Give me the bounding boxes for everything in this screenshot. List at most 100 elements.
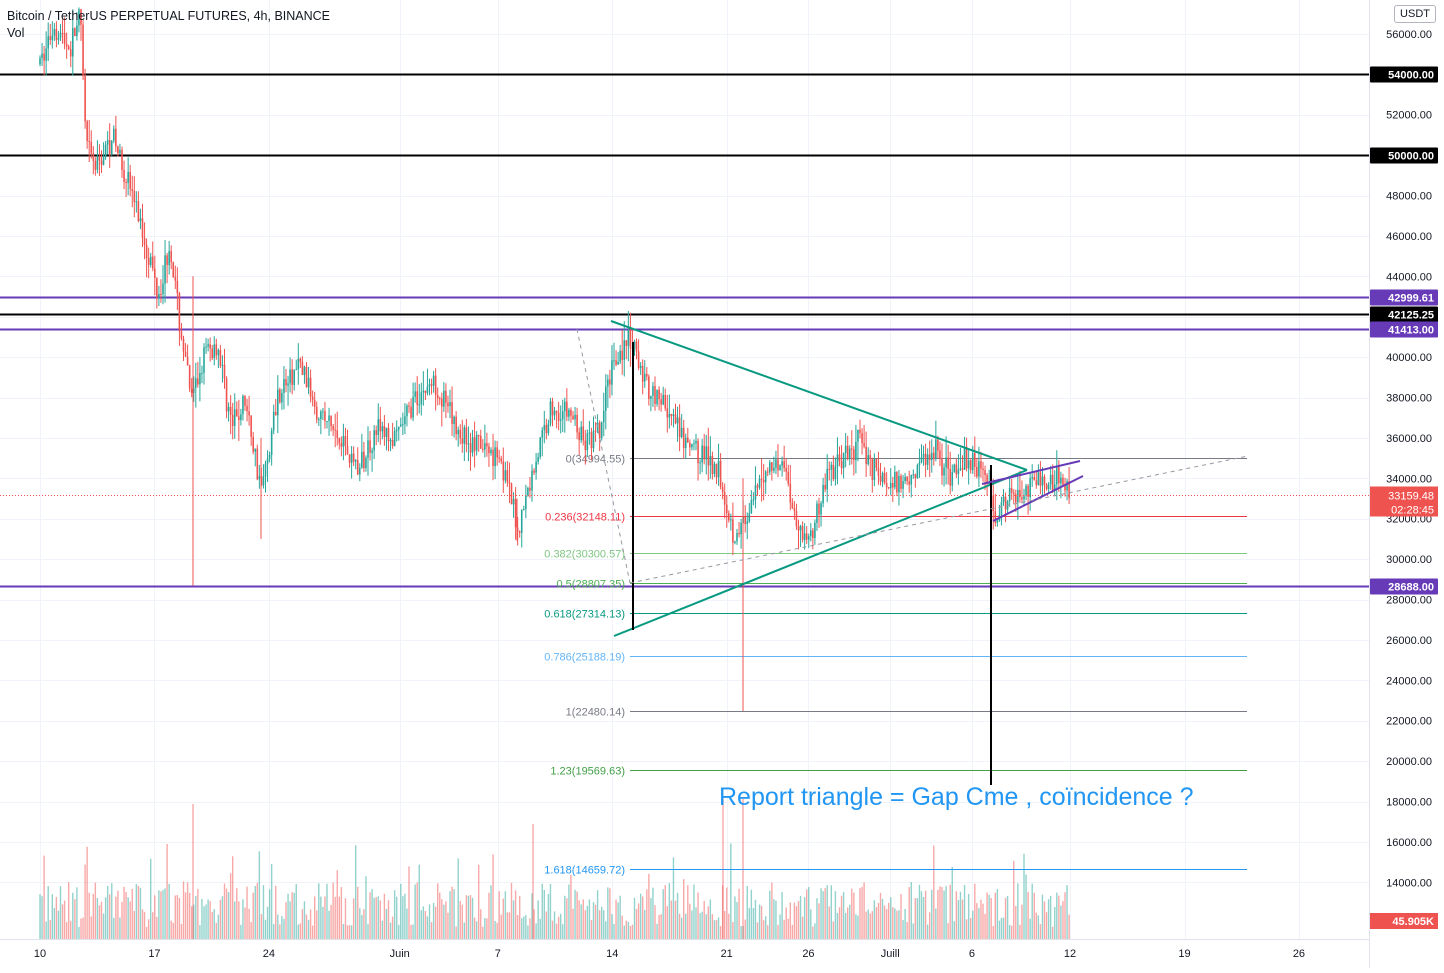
- candle-body: [338, 437, 341, 444]
- candle-body: [928, 454, 931, 460]
- candle-body: [508, 482, 511, 484]
- volume-bar: [980, 899, 982, 939]
- candle-body: [295, 369, 298, 371]
- candle-body: [930, 452, 933, 461]
- candle-body: [863, 443, 865, 447]
- volume-bar: [367, 923, 369, 939]
- candle-body: [799, 526, 802, 531]
- candle-body: [55, 29, 58, 40]
- volume-bar: [68, 882, 70, 939]
- candle-body: [90, 141, 93, 154]
- volume-bar: [646, 889, 648, 939]
- volume-bar: [707, 906, 709, 939]
- volume-bar: [1008, 925, 1011, 939]
- volume-bar: [941, 887, 943, 939]
- candle-body: [332, 426, 334, 430]
- volume-bar: [90, 916, 92, 939]
- candle-body: [705, 446, 708, 460]
- volume-bar: [516, 915, 519, 939]
- candle-body: [662, 395, 664, 405]
- candle-body: [229, 406, 232, 415]
- candle-body: [518, 531, 521, 533]
- candle-body: [178, 293, 181, 332]
- symbol-title[interactable]: Bitcoin / TetherUS PERPETUAL FUTURES, 4h…: [7, 9, 331, 23]
- candle-body: [190, 388, 193, 393]
- volume-bar: [326, 883, 328, 939]
- volume-bar: [803, 897, 806, 939]
- volume-bar: [141, 909, 144, 939]
- volume-bar: [627, 921, 630, 939]
- volume-bar: [252, 892, 254, 939]
- volume-legend[interactable]: Vol: [7, 26, 25, 40]
- volume-bar: [1017, 883, 1019, 939]
- candle-body: [170, 251, 172, 263]
- candle-body: [324, 411, 326, 422]
- volume-bar: [164, 888, 166, 939]
- volume-bar: [1041, 894, 1044, 939]
- annotation-text[interactable]: Report triangle = Gap Cme , coïncidence …: [719, 783, 1194, 811]
- volume-bar: [555, 923, 558, 939]
- volume-bar: [137, 885, 140, 939]
- y-tick-label: 32000.00: [1386, 514, 1432, 526]
- candle-body: [607, 379, 609, 387]
- candle-body: [898, 476, 900, 493]
- candle-body: [293, 369, 295, 385]
- volume-bar: [631, 924, 634, 939]
- volume-bar: [192, 804, 194, 939]
- wedge-upper-line: [981, 460, 1081, 485]
- candle-body: [959, 468, 962, 470]
- candle-body: [926, 454, 929, 465]
- candle-body: [564, 401, 566, 412]
- volume-bar: [687, 885, 689, 939]
- candle-body: [369, 440, 371, 453]
- volume-bar: [324, 896, 326, 939]
- candle-body: [660, 399, 662, 405]
- candle-body: [199, 373, 201, 385]
- volume-bar: [295, 884, 297, 939]
- candle-body: [541, 430, 544, 438]
- volume-bar: [1023, 853, 1025, 939]
- candle-body: [117, 146, 119, 154]
- volume-bar: [84, 864, 86, 939]
- volume-bar: [791, 924, 794, 939]
- candle-body: [203, 347, 205, 373]
- volume-bar: [717, 917, 720, 939]
- candle-body: [1049, 474, 1052, 485]
- candle-body: [674, 414, 677, 424]
- volume-bar: [547, 894, 550, 939]
- currency-button[interactable]: USDT: [1394, 5, 1436, 23]
- candle-body: [281, 393, 283, 403]
- volume-bar: [203, 906, 205, 939]
- volume-bar: [635, 908, 638, 939]
- candle-body: [584, 440, 587, 451]
- volume-bar: [361, 914, 363, 939]
- volume-bar: [972, 910, 974, 939]
- candle-body: [879, 475, 882, 482]
- candle-body: [373, 430, 375, 451]
- candle-body: [754, 485, 757, 500]
- volume-bar: [88, 892, 90, 939]
- volume-bar: [898, 910, 900, 939]
- volume-bar: [473, 917, 476, 939]
- candle-body: [397, 426, 400, 430]
- volume-bar: [55, 897, 58, 939]
- volume-bar: [678, 913, 681, 939]
- candle-body: [391, 440, 394, 446]
- volume-bar: [221, 896, 224, 939]
- volume-bar: [268, 889, 271, 939]
- fib-level-label: 0.618(27314.13): [544, 609, 625, 621]
- volume-bar: [373, 897, 375, 939]
- volume-bar: [145, 926, 148, 939]
- volume-bar: [512, 900, 515, 939]
- volume-bar: [301, 909, 304, 939]
- volume-bar: [584, 910, 586, 939]
- volume-bar: [574, 889, 576, 939]
- volume-bar: [176, 895, 179, 939]
- volume-bar: [740, 926, 742, 939]
- volume-bar: [637, 903, 640, 939]
- volume-bar: [240, 924, 242, 939]
- candle-body: [1035, 480, 1038, 486]
- candle-body: [174, 277, 177, 281]
